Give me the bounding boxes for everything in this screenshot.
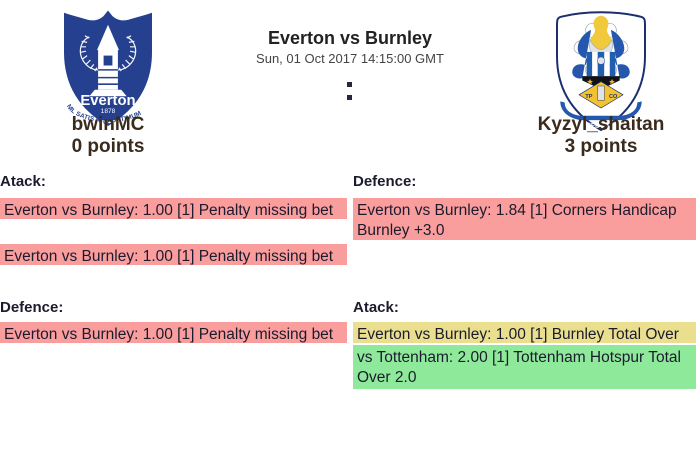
svg-text:CO: CO <box>609 94 618 100</box>
svg-text:Everton: Everton <box>80 93 135 109</box>
svg-text:TP: TP <box>585 94 592 100</box>
